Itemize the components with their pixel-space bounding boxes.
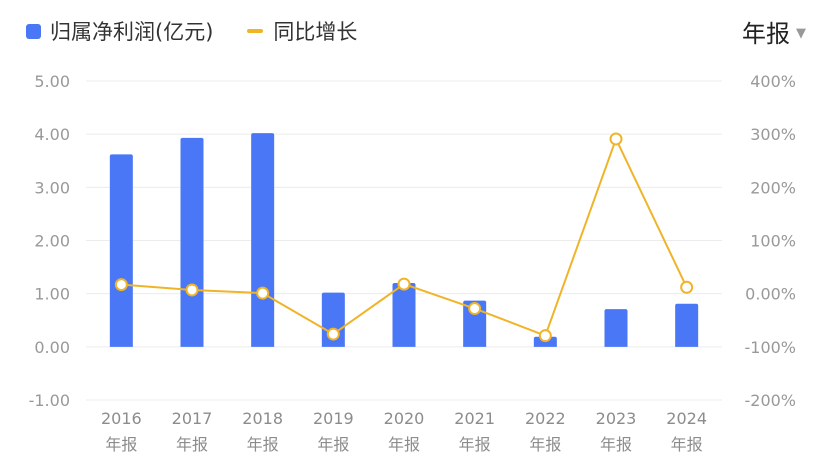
bar-net-profit (180, 137, 204, 347)
period-dropdown-label: 年报 (742, 20, 790, 48)
x-tick-period: 年报 (529, 435, 561, 454)
point-yoy-growth (397, 277, 411, 291)
x-tick-year: 2020 (384, 409, 425, 428)
y-right-tick-label: 400% (750, 72, 796, 91)
bar-net-profit (463, 300, 487, 347)
line-swatch-icon (247, 29, 264, 33)
bar-swatch-icon (26, 23, 41, 39)
point-yoy-growth (468, 302, 482, 316)
x-tick-year: 2021 (454, 409, 495, 428)
bar-net-profit (392, 283, 416, 347)
x-tick-year: 2019 (313, 409, 354, 428)
point-yoy-growth (326, 327, 340, 341)
x-tick-year: 2016 (101, 409, 142, 428)
x-tick-period: 年报 (388, 435, 420, 454)
x-tick-period: 年报 (671, 435, 703, 454)
y-left-tick-label: -1.00 (29, 391, 70, 410)
legend-item-yoy-growth[interactable]: 同比增长 (247, 16, 357, 46)
point-yoy-growth (538, 329, 552, 343)
bar-net-profit (604, 309, 628, 347)
legend-label-yoy-growth: 同比增长 (273, 20, 358, 44)
legend-label-net-profit: 归属净利润(亿元) (50, 20, 214, 44)
y-left-tick-label: 0.00 (34, 338, 70, 357)
x-tick-year: 2023 (596, 409, 637, 428)
point-yoy-growth (256, 286, 270, 300)
bar-net-profit (675, 303, 699, 347)
y-right-tick-label: 100% (750, 232, 796, 251)
y-left-tick-label: 2.00 (34, 232, 70, 251)
x-tick-period: 年报 (459, 435, 491, 454)
x-tick-period: 年报 (105, 435, 137, 454)
legend-item-net-profit[interactable]: 归属净利润(亿元) (26, 16, 213, 46)
caret-down-icon: ▼ (796, 25, 806, 41)
point-yoy-growth (609, 132, 623, 146)
y-right-tick-label: -100% (744, 338, 796, 357)
bar-net-profit (251, 133, 275, 347)
y-right-tick-label: 200% (750, 178, 796, 197)
chart-legend: 归属净利润(亿元) 同比增长 (26, 16, 391, 46)
x-tick-year: 2017 (172, 409, 213, 428)
y-left-tick-label: 3.00 (34, 178, 70, 197)
x-tick-year: 2018 (242, 409, 283, 428)
y-left-tick-label: 4.00 (34, 125, 70, 144)
x-tick-period: 年报 (600, 435, 632, 454)
bar-net-profit (109, 154, 133, 347)
point-yoy-growth (680, 280, 694, 294)
x-tick-period: 年报 (176, 435, 208, 454)
y-right-tick-label: 300% (750, 125, 796, 144)
point-yoy-growth (114, 278, 128, 292)
x-tick-year: 2022 (525, 409, 566, 428)
y-right-tick-label: -200% (744, 391, 796, 410)
y-right-tick-label: 0.00% (745, 285, 796, 304)
x-tick-period: 年报 (317, 435, 349, 454)
x-tick-period: 年报 (247, 435, 279, 454)
y-left-tick-label: 5.00 (34, 72, 70, 91)
y-left-tick-label: 1.00 (34, 285, 70, 304)
period-dropdown[interactable]: 年报 ▼ (742, 14, 806, 49)
x-tick-year: 2024 (666, 409, 707, 428)
point-yoy-growth (185, 283, 199, 297)
